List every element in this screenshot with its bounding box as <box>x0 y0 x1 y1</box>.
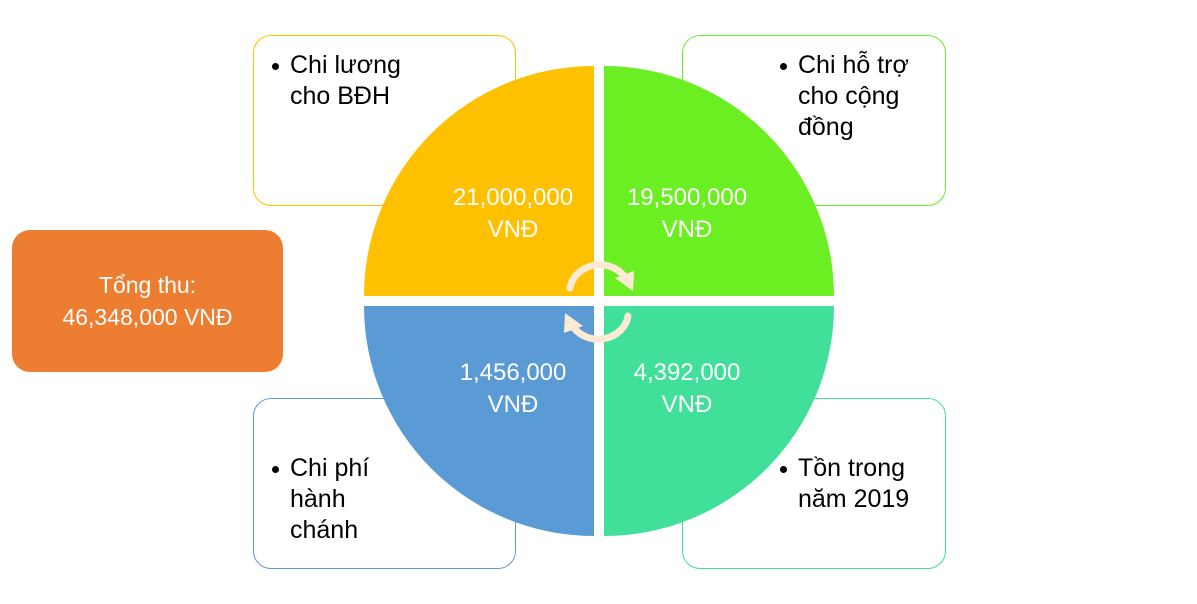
amount-value: 21,000,000 <box>452 184 574 211</box>
amount-unit: VNĐ <box>487 391 539 418</box>
amount-bottom-left: 1,456,000 VNĐ <box>433 357 593 421</box>
amount-unit: VNĐ <box>661 216 713 243</box>
amount-value: 1,456,000 <box>459 359 567 386</box>
amount-top-right: 19,500,000 VNĐ <box>607 182 767 246</box>
total-value: 46,348,000 VNĐ <box>62 304 233 330</box>
bullet-dot <box>780 466 787 473</box>
quadrant-bottom-right <box>604 306 834 536</box>
cycle-arrows-icon <box>564 261 634 343</box>
amount-value: 19,500,000 <box>626 184 748 211</box>
total-income-box: Tổng thu: 46,348,000 VNĐ <box>12 230 283 372</box>
quadrant-top-right <box>604 66 834 296</box>
amount-top-left: 21,000,000 VNĐ <box>433 182 593 246</box>
bullet-dot <box>272 466 279 473</box>
quadrant-bottom-left <box>364 306 594 536</box>
category-label-top-left: Chi lương cho BĐH <box>290 51 401 110</box>
bullet-dot <box>780 63 787 70</box>
amount-bottom-right: 4,392,000 VNĐ <box>607 357 767 421</box>
amount-unit: VNĐ <box>661 391 713 418</box>
amount-value: 4,392,000 <box>633 359 741 386</box>
category-label-bottom-left: Chi phí hành chánh <box>290 454 370 544</box>
category-label-top-right: Chi hỗ trợ cho cộng đồng <box>798 51 909 141</box>
quadrant-top-left <box>364 66 594 296</box>
total-label: Tổng thu: <box>98 272 197 298</box>
bullet-dot <box>272 63 279 70</box>
amount-unit: VNĐ <box>487 216 539 243</box>
category-label-bottom-right: Tồn trong năm 2019 <box>798 454 910 513</box>
